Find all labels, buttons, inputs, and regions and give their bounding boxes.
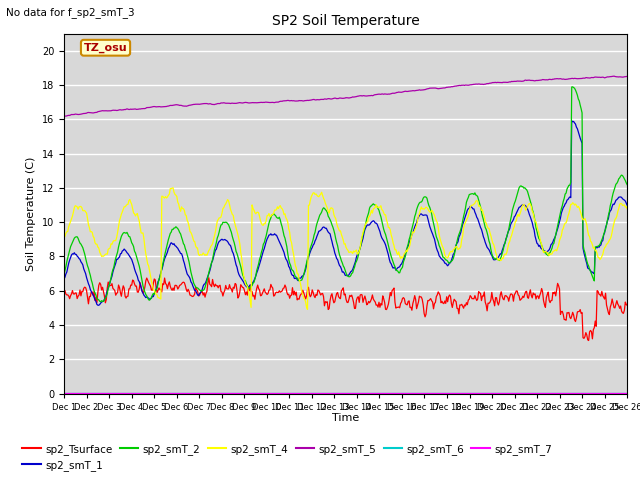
sp2_smT_2 — [97, 299, 104, 305]
sp2_smT_7 — [315, 390, 323, 396]
sp2_smT_6 — [315, 390, 323, 396]
Text: No data for f_sp2_smT_3: No data for f_sp2_smT_3 — [6, 7, 135, 18]
Line: sp2_smT_1: sp2_smT_1 — [64, 121, 627, 305]
sp2_smT_2 — [623, 182, 631, 188]
sp2_smT_4 — [304, 307, 312, 312]
sp2_Tsurface — [205, 275, 212, 281]
sp2_Tsurface — [316, 290, 324, 296]
sp2_smT_6 — [436, 390, 444, 396]
sp2_smT_1 — [206, 268, 214, 274]
sp2_smT_5 — [60, 113, 68, 119]
sp2_smT_2 — [393, 268, 401, 274]
sp2_smT_2 — [485, 238, 493, 244]
sp2_smT_1 — [60, 276, 68, 282]
sp2_smT_1 — [161, 256, 168, 262]
sp2_smT_5 — [484, 81, 492, 86]
Y-axis label: Soil Temperature (C): Soil Temperature (C) — [26, 156, 36, 271]
sp2_Tsurface — [485, 300, 493, 306]
sp2_smT_4 — [623, 206, 631, 212]
sp2_smT_4 — [438, 242, 446, 248]
sp2_smT_5 — [160, 104, 168, 109]
sp2_Tsurface — [60, 288, 68, 294]
sp2_smT_2 — [161, 252, 168, 258]
sp2_smT_5 — [436, 85, 444, 91]
sp2_smT_2 — [206, 266, 214, 272]
sp2_smT_4 — [206, 247, 214, 252]
Line: sp2_Tsurface: sp2_Tsurface — [64, 278, 627, 340]
sp2_smT_6 — [484, 390, 492, 396]
sp2_smT_6 — [392, 390, 400, 396]
Text: TZ_osu: TZ_osu — [84, 43, 127, 53]
sp2_smT_7 — [60, 390, 68, 396]
sp2_smT_1 — [437, 256, 445, 262]
sp2_smT_4 — [160, 194, 168, 200]
Line: sp2_smT_4: sp2_smT_4 — [64, 188, 627, 310]
sp2_Tsurface — [437, 300, 445, 306]
sp2_smT_5 — [392, 90, 400, 96]
sp2_smT_2 — [437, 248, 445, 254]
sp2_smT_4 — [169, 185, 177, 191]
X-axis label: Time: Time — [332, 413, 359, 423]
sp2_smT_7 — [392, 390, 400, 396]
sp2_smT_5 — [610, 73, 618, 79]
sp2_smT_5 — [315, 97, 323, 103]
sp2_smT_6 — [205, 390, 212, 396]
sp2_smT_1 — [623, 203, 631, 208]
sp2_smT_6 — [60, 390, 68, 396]
sp2_smT_7 — [436, 390, 444, 396]
sp2_smT_2 — [316, 212, 324, 218]
sp2_smT_2 — [60, 272, 68, 278]
sp2_smT_1 — [316, 228, 324, 234]
sp2_smT_1 — [485, 247, 493, 252]
Line: sp2_smT_2: sp2_smT_2 — [64, 87, 627, 302]
sp2_Tsurface — [206, 281, 214, 287]
sp2_smT_4 — [317, 192, 324, 197]
sp2_Tsurface — [585, 337, 593, 343]
sp2_smT_5 — [205, 101, 212, 107]
sp2_smT_6 — [623, 390, 631, 396]
sp2_smT_7 — [484, 390, 492, 396]
sp2_smT_5 — [623, 73, 631, 79]
sp2_smT_1 — [95, 302, 102, 308]
sp2_Tsurface — [393, 304, 401, 310]
sp2_smT_6 — [160, 390, 168, 396]
sp2_smT_1 — [393, 266, 401, 272]
sp2_smT_4 — [394, 252, 402, 257]
sp2_smT_1 — [568, 118, 575, 124]
sp2_smT_2 — [569, 84, 577, 90]
sp2_smT_7 — [160, 390, 168, 396]
Title: SP2 Soil Temperature: SP2 Soil Temperature — [272, 14, 419, 28]
Legend: sp2_Tsurface, sp2_smT_1, sp2_smT_2, sp2_smT_4, sp2_smT_5, sp2_smT_6, sp2_smT_7: sp2_Tsurface, sp2_smT_1, sp2_smT_2, sp2_… — [18, 439, 556, 475]
sp2_smT_7 — [623, 390, 631, 396]
Line: sp2_smT_5: sp2_smT_5 — [64, 76, 627, 116]
sp2_Tsurface — [160, 282, 168, 288]
sp2_Tsurface — [623, 302, 631, 308]
sp2_smT_7 — [205, 390, 212, 396]
sp2_smT_4 — [486, 230, 494, 236]
sp2_smT_4 — [60, 235, 68, 240]
